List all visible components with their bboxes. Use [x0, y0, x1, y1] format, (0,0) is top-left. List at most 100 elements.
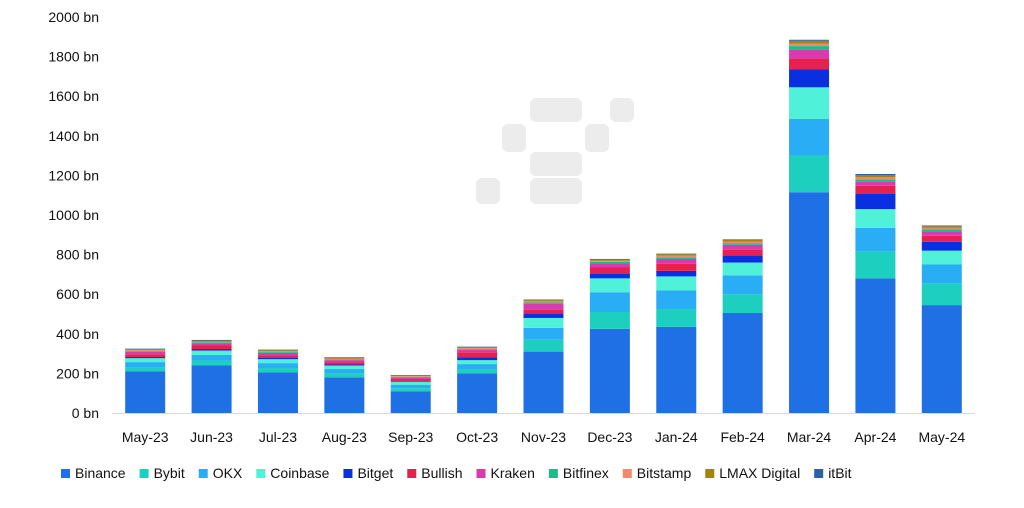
legend-item: Bitstamp	[623, 465, 692, 481]
legend-swatch	[343, 469, 352, 478]
y-tick-label: 2000 bn	[48, 9, 99, 25]
bar-segment-bitfinex	[855, 179, 895, 181]
bar-segment-bitstamp	[524, 301, 564, 302]
x-tick-label: Oct-23	[456, 429, 498, 445]
bar-segment-lmax-digital	[391, 375, 431, 376]
bar-segment-lmax-digital	[457, 347, 497, 348]
bar-segment-kraken	[324, 360, 364, 362]
bar-segment-lmax-digital	[723, 240, 763, 242]
bar-segment-okx	[192, 355, 232, 361]
bar-segment-okx	[324, 369, 364, 373]
bar-segment-coinbase	[855, 209, 895, 228]
bar-segment-coinbase	[192, 351, 232, 355]
watermark-block	[530, 98, 582, 122]
bar-stack	[656, 254, 696, 413]
x-tick-label: Sep-23	[388, 429, 433, 445]
bar-segment-bullish	[192, 345, 232, 349]
legend-item: Coinbase	[256, 465, 329, 481]
bar-segment-bullish	[855, 186, 895, 194]
bar-segment-bitget	[192, 349, 232, 351]
bar-segment-bitfinex	[524, 303, 564, 304]
bar-stack	[258, 350, 298, 413]
bar-segment-bitstamp	[855, 177, 895, 179]
bar-segment-bybit	[258, 368, 298, 372]
legend-item: itBit	[814, 465, 851, 481]
bar-segment-binance	[855, 278, 895, 413]
bar-segment-itbit	[922, 225, 962, 226]
bar-segment-bitstamp	[457, 348, 497, 349]
bar-segment-bitget	[789, 69, 829, 87]
y-tick-label: 200 bn	[56, 365, 99, 381]
bar-segment-binance	[789, 192, 829, 413]
bar-segment-bybit	[789, 156, 829, 193]
watermark-block	[530, 178, 582, 204]
bar-segment-itbit	[258, 350, 298, 351]
bar-segment-okx	[789, 119, 829, 156]
bar-segment-coinbase	[258, 359, 298, 363]
bar-segment-kraken	[125, 352, 165, 354]
bar-segment-itbit	[656, 254, 696, 255]
bar-segment-kraken	[789, 50, 829, 59]
legend-swatch	[623, 469, 632, 478]
bar-segment-bitfinex	[723, 243, 763, 245]
bar-segment-coinbase	[656, 276, 696, 290]
bar-segment-bitstamp	[258, 351, 298, 352]
legend-item: Bybit	[140, 465, 185, 481]
legend-swatch	[705, 469, 714, 478]
bar-segment-binance	[192, 365, 232, 413]
bar-segment-bullish	[922, 236, 962, 242]
bar-segment-bullish	[524, 310, 564, 314]
bars	[125, 40, 962, 413]
bar-segment-bitstamp	[391, 376, 431, 377]
watermark-block	[502, 124, 526, 152]
bar-segment-okx	[656, 290, 696, 309]
bar-segment-kraken	[590, 263, 630, 267]
x-tick-label: Jan-24	[655, 429, 698, 445]
y-tick-label: 0 bn	[72, 405, 99, 421]
bar-segment-kraken	[258, 353, 298, 355]
legend-label: LMAX Digital	[719, 465, 800, 481]
bar-segment-bybit	[855, 252, 895, 279]
bar-stack	[192, 340, 232, 413]
bar-stack	[324, 357, 364, 413]
bar-segment-coinbase	[922, 251, 962, 265]
bar-segment-bullish	[391, 379, 431, 381]
legend-label: Bybit	[154, 465, 185, 481]
bar-segment-bybit	[656, 309, 696, 327]
y-tick-label: 1600 bn	[48, 88, 99, 104]
legend-label: Bitstamp	[637, 465, 692, 481]
legend-item: Bitget	[343, 465, 393, 481]
x-tick-label: Aug-23	[322, 429, 367, 445]
x-tick-label: Jun-23	[190, 429, 233, 445]
legend-swatch	[256, 469, 265, 478]
bar-segment-bitfinex	[457, 349, 497, 350]
bar-segment-bitstamp	[922, 228, 962, 230]
bar-segment-okx	[125, 362, 165, 367]
bar-segment-okx	[723, 275, 763, 294]
bar-segment-bybit	[590, 312, 630, 329]
bar-segment-coinbase	[457, 360, 497, 364]
bar-segment-bitget	[723, 256, 763, 263]
x-tick-label: Dec-23	[587, 429, 632, 445]
legend-swatch	[407, 469, 416, 478]
bar-segment-kraken	[723, 245, 763, 250]
y-tick-label: 1000 bn	[48, 207, 99, 223]
bar-segment-bitget	[324, 364, 364, 365]
logo-watermark	[476, 98, 634, 204]
legend-item: Bitfinex	[549, 465, 609, 481]
bar-segment-bybit	[324, 373, 364, 377]
bar-segment-bybit	[457, 369, 497, 373]
bar-segment-binance	[723, 313, 763, 413]
bar-segment-bitget	[125, 357, 165, 358]
legend-label: Bitfinex	[563, 465, 609, 481]
bar-segment-bybit	[922, 283, 962, 305]
bar-stack	[457, 347, 497, 413]
bar-segment-itbit	[324, 357, 364, 358]
bar-segment-bitfinex	[590, 262, 630, 263]
x-tick-label: Feb-24	[720, 429, 765, 445]
bar-segment-bitfinex	[324, 359, 364, 360]
legend-item: Kraken	[477, 465, 535, 481]
